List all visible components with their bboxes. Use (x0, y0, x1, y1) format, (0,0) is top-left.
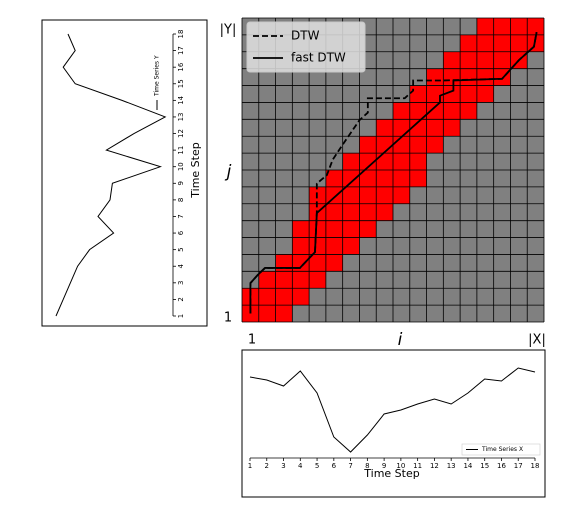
tick-label: 9 (177, 181, 185, 185)
y-end-label: |Y| (220, 23, 237, 38)
tick-label: 7 (177, 214, 185, 218)
window-row (292, 220, 377, 238)
tick-label: 11 (177, 146, 185, 155)
tick-label: 6 (332, 462, 337, 470)
tick-label: 4 (298, 462, 303, 470)
window-row (409, 85, 494, 103)
legend-label: Time Series Y (154, 55, 161, 97)
window-row (309, 203, 393, 221)
y-label: j (225, 162, 232, 182)
window-row (460, 34, 544, 52)
tick-label: 3 (281, 462, 285, 470)
tick-label: 13 (447, 462, 456, 470)
tick-label: 10 (177, 162, 185, 171)
tick-label: 2 (265, 462, 269, 470)
window-row (443, 51, 528, 69)
tick-label: 16 (497, 462, 506, 470)
window-row (376, 119, 461, 137)
tick-label: 3 (177, 281, 185, 285)
tick-label: 4 (177, 263, 185, 268)
tick-label: 8 (365, 462, 369, 470)
window-row (359, 136, 444, 154)
tick-label: 5 (315, 462, 319, 470)
bottom-panel (241, 349, 546, 498)
cost-grid: DTW fast DTW (241, 17, 545, 323)
tick-label: 15 (177, 79, 185, 88)
tick-label: 7 (348, 462, 352, 470)
x-end-label: |X| (528, 333, 546, 348)
window-row (426, 68, 511, 86)
tick-label: 18 (177, 30, 185, 39)
tick-label: 5 (177, 247, 185, 251)
tick-label: 2 (177, 297, 185, 301)
tick-label: 12 (430, 462, 439, 470)
tick-label: 9 (382, 462, 386, 470)
left-x-label: Time Step (189, 142, 202, 198)
series-line (55, 33, 167, 317)
y-start-label: 1 (224, 311, 232, 326)
tick-label: 15 (480, 462, 489, 470)
tick-label: 10 (396, 462, 405, 470)
tick-label: 8 (177, 198, 185, 202)
tick-label: 1 (177, 314, 185, 318)
legend-box (461, 443, 541, 456)
tick-label: 6 (177, 230, 185, 235)
legend-box (246, 21, 366, 73)
tick-label: 11 (413, 462, 422, 470)
window-row (342, 153, 427, 170)
tick-label: 13 (177, 112, 185, 121)
series-line (249, 367, 536, 453)
tick-label: 12 (177, 129, 185, 138)
tick-label: 14 (463, 462, 472, 470)
tick-label: 16 (177, 62, 185, 71)
tick-label: 14 (177, 95, 185, 104)
bottom-x-label: Time Step (363, 467, 419, 480)
window-row (393, 102, 477, 120)
x-start-label: 1 (248, 333, 256, 348)
legend-label: fast DTW (291, 51, 346, 65)
path-line (249, 32, 538, 314)
window-row (242, 305, 293, 322)
legend-label: Time Series X (481, 446, 523, 453)
x-label: i (398, 330, 403, 350)
legend-label: DTW (291, 29, 320, 43)
tick-label: 18 (531, 462, 540, 470)
tick-label: 1 (248, 462, 252, 470)
tick-label: 17 (177, 46, 185, 55)
tick-label: 17 (514, 462, 523, 470)
left-panel (41, 19, 208, 327)
